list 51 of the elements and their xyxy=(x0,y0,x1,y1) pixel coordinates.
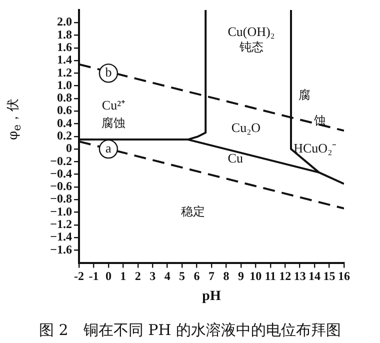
annotation: Cu₂O xyxy=(231,120,260,136)
y-tick-label: 1.6 xyxy=(57,40,72,54)
y-tick-label: −0.8 xyxy=(50,192,72,206)
y-tick-label: −1.0 xyxy=(50,204,72,218)
x-tick-label: 3 xyxy=(150,269,156,284)
y-tick-label: 1.4 xyxy=(57,52,72,67)
x-tick-label: 14 xyxy=(308,269,321,284)
y-tick-label: 2.0 xyxy=(57,14,72,29)
x-tick-label: 2 xyxy=(134,269,141,284)
x-tick-label: 13 xyxy=(294,269,306,284)
x-tick-label: 6 xyxy=(194,269,200,284)
annotation: 腐蚀 xyxy=(101,116,126,130)
x-tick-label: 12 xyxy=(279,269,292,284)
x-axis-title: pH xyxy=(202,289,221,304)
y-tick-label: −0.4 xyxy=(50,166,72,180)
annotation: Cu²⁺ xyxy=(102,97,125,112)
caption: 图 2 铜在不同 PH 的水溶液中的电位布拜图 xyxy=(38,320,342,339)
y-tick-label: 1.2 xyxy=(57,65,72,80)
annotation: HCuO₂⁻ xyxy=(294,140,336,156)
y-tick-label: 0.4 xyxy=(57,116,72,130)
annotation: 稳定 xyxy=(180,204,205,218)
x-tick-label: 9 xyxy=(238,269,244,284)
x-tick-label: 8 xyxy=(223,269,230,284)
x-tick-label: 1 xyxy=(120,269,126,284)
annotation: Cu xyxy=(228,150,244,166)
x-tick-label: 16 xyxy=(338,269,350,284)
annotation: 钝态 xyxy=(238,40,264,54)
annotation: b xyxy=(105,64,112,80)
y-tick-label: −1.6 xyxy=(50,242,72,256)
x-tick-label: 11 xyxy=(264,269,276,284)
y-tick-label: −0.6 xyxy=(50,179,72,194)
x-tick-label: 4 xyxy=(164,269,170,284)
y-tick-label: −1.2 xyxy=(50,216,72,231)
y-tick-label: 1.0 xyxy=(57,78,72,92)
y-tick-label: 1.8 xyxy=(57,27,72,42)
x-tick-label: -2 xyxy=(74,269,84,284)
y-tick-label: −1.4 xyxy=(50,230,72,244)
x-tick-label: 15 xyxy=(323,269,336,284)
annotation: 腐 xyxy=(298,88,310,102)
x-tick-label: 5 xyxy=(179,269,186,284)
x-tick-label: -1 xyxy=(88,269,99,284)
annotation: a xyxy=(106,140,112,156)
y-tick-label: 0 xyxy=(66,141,72,156)
y-tick-label: −0.2 xyxy=(50,154,72,168)
y-tick-label: 0.2 xyxy=(57,128,72,142)
y-tick-label: 0.6 xyxy=(57,103,72,118)
y-tick-label: 0.8 xyxy=(57,90,72,105)
annotation: Cu(OH)₂ xyxy=(228,24,275,40)
x-tick-label: 10 xyxy=(250,269,262,284)
x-tick-label: 7 xyxy=(208,269,214,284)
x-tick-label: 0 xyxy=(105,269,112,284)
